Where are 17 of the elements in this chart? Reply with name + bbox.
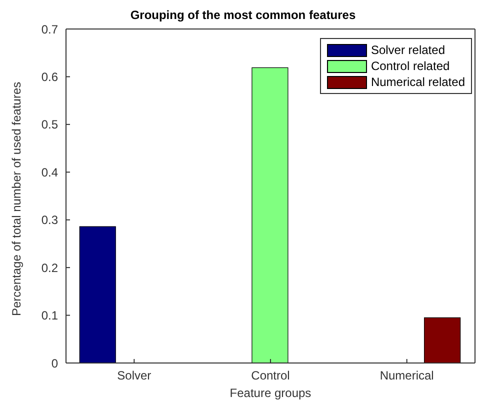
y-tick-label: 0 — [51, 356, 58, 370]
legend-label: Control related — [370, 58, 450, 74]
y-tick-label: 0.2 — [41, 260, 58, 275]
y-tick-label: 0.3 — [41, 213, 58, 228]
chart-title: Grouping of the most common features — [129, 8, 357, 22]
x-tick-label: Solver — [117, 368, 152, 383]
y-tick-label: 0.7 — [41, 22, 58, 36]
legend-label: Solver related — [370, 42, 445, 58]
legend-label: Numerical related — [370, 74, 465, 90]
y-tick-label: 0.6 — [41, 70, 58, 84]
y-tick-label: 0.4 — [41, 165, 58, 180]
y-tick-label: 0.5 — [41, 118, 58, 132]
x-axis-title: Feature groups — [230, 386, 312, 400]
x-tick-label: Control — [251, 368, 290, 383]
y-axis-title: Percentage of total number of used features — [9, 82, 24, 316]
y-tick-label: 0.1 — [41, 308, 58, 323]
x-tick-label: Numerical — [380, 368, 434, 383]
